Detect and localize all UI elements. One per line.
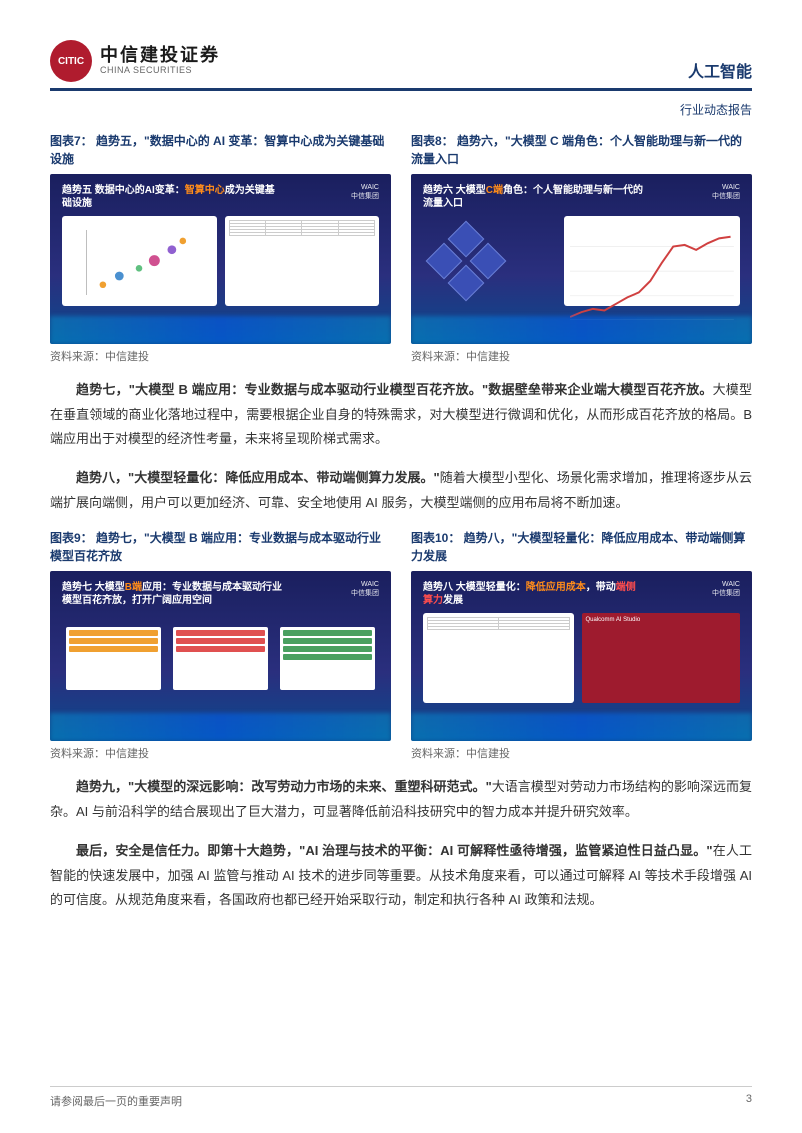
figure-9: 图表9： 趋势七，"大模型 B 端应用：专业数据与成本驱动行业模型百花齐放 趋势… bbox=[50, 529, 391, 761]
figure-9-image: 趋势七 大模型B端应用：专业数据与成本驱动行业模型百花齐放，打开广阔应用空间 W… bbox=[50, 571, 391, 741]
citic-group-label: 中信集团 bbox=[351, 588, 379, 598]
slide-9-title: 趋势七 大模型B端应用：专业数据与成本驱动行业模型百花齐放，打开广阔应用空间 bbox=[62, 581, 284, 607]
bar-icon bbox=[283, 654, 372, 660]
paragraph-trend-10: 最后，安全是信任力。即第十大趋势，"AI 治理与技术的平衡：AI 可解释性亟待增… bbox=[50, 839, 752, 913]
slide-9-brand: WAIC 中信集团 bbox=[351, 581, 379, 598]
slide-10-title-e: 发展 bbox=[443, 595, 463, 606]
mini-table-icon bbox=[423, 613, 574, 703]
bar-icon bbox=[176, 630, 265, 636]
slide-10-title-c: ，带动 bbox=[586, 582, 616, 593]
bar-icon bbox=[176, 646, 265, 652]
bar-icon bbox=[69, 630, 158, 636]
figure-10-source: 资料来源：中信建投 bbox=[411, 745, 752, 761]
slide-8-title: 趋势六 大模型C端角色：个人智能助理与新一代的流量入口 bbox=[423, 184, 645, 210]
figure-7-source: 资料来源：中信建投 bbox=[50, 348, 391, 364]
figure-7-title: 图表7： 趋势五，"数据中心的 AI 变革：智算中心成为关键基础设施 bbox=[50, 132, 391, 168]
logo-mark-icon: CITIC bbox=[50, 40, 92, 82]
slide-10-title-a: 趋势八 大模型轻量化： bbox=[423, 582, 526, 593]
slide-10-table-panel bbox=[423, 613, 574, 703]
header-category: 人工智能 bbox=[688, 58, 752, 82]
slide-7-title-hl: 智算中心 bbox=[185, 185, 225, 196]
bar-icon bbox=[283, 646, 372, 652]
slide-8-hex-cluster bbox=[423, 216, 556, 306]
figure-row-2: 图表9： 趋势七，"大模型 B 端应用：专业数据与成本驱动行业模型百花齐放 趋势… bbox=[50, 529, 752, 761]
box-panel bbox=[66, 627, 161, 690]
citic-group-label: 中信集团 bbox=[351, 191, 379, 201]
figure-8-title: 图表8： 趋势六，"大模型 C 端角色：个人智能助理与新一代的流量入口 bbox=[411, 132, 752, 168]
box-panel bbox=[173, 627, 268, 690]
bar-icon bbox=[283, 638, 372, 644]
logo: CITIC 中信建投证券 CHINA SECURITIES bbox=[50, 40, 220, 82]
paragraph-trend-7: 趋势七，"大模型 B 端应用：专业数据与成本驱动行业模型百花齐放。"数据壁垒带来… bbox=[50, 378, 752, 452]
figure-10-image: 趋势八 大模型轻量化：降低应用成本，带动端侧算力发展 WAIC 中信集团 Qua… bbox=[411, 571, 752, 741]
box-panel bbox=[280, 627, 375, 690]
waic-label: WAIC bbox=[712, 184, 740, 191]
waic-label: WAIC bbox=[351, 581, 379, 588]
page-number: 3 bbox=[746, 1093, 752, 1109]
slide-8-line-chart bbox=[564, 216, 740, 306]
slide-8-brand: WAIC 中信集团 bbox=[712, 184, 740, 201]
logo-en: CHINA SECURITIES bbox=[100, 66, 220, 76]
slide-8-title-hl: C端 bbox=[486, 185, 503, 196]
slide-10-brand: WAIC 中信集团 bbox=[712, 581, 740, 598]
citic-group-label: 中信集团 bbox=[712, 191, 740, 201]
slide-8-title-a: 趋势六 大模型 bbox=[423, 185, 486, 196]
logo-text: 中信建投证券 CHINA SECURITIES bbox=[100, 46, 220, 76]
slide-10-title-hl1: 降低应用成本 bbox=[526, 582, 586, 593]
figure-8-source: 资料来源：中信建投 bbox=[411, 348, 752, 364]
figure-10: 图表10： 趋势八，"大模型轻量化：降低应用成本、带动端侧算力发展 趋势八 大模… bbox=[411, 529, 752, 761]
slide-9-title-a: 趋势七 大模型 bbox=[62, 582, 125, 593]
waic-label: WAIC bbox=[351, 184, 379, 191]
page-footer: 请参阅最后一页的重要声明 3 bbox=[50, 1086, 752, 1109]
slide-7-title-a: 趋势五 数据中心的AI变革： bbox=[62, 185, 185, 196]
qualcomm-label: Qualcomm AI Studio bbox=[586, 617, 737, 623]
figure-9-source: 资料来源：中信建投 bbox=[50, 745, 391, 761]
figure-row-1: 图表7： 趋势五，"数据中心的 AI 变革：智算中心成为关键基础设施 趋势五 数… bbox=[50, 132, 752, 364]
slide-7-table-panel bbox=[225, 216, 380, 306]
slide-9-box-group bbox=[62, 613, 379, 703]
slide-7-title: 趋势五 数据中心的AI变革：智算中心成为关键基础设施 bbox=[62, 184, 284, 210]
page-header: CITIC 中信建投证券 CHINA SECURITIES 人工智能 bbox=[50, 40, 752, 91]
figure-7: 图表7： 趋势五，"数据中心的 AI 变革：智算中心成为关键基础设施 趋势五 数… bbox=[50, 132, 391, 364]
figure-9-title: 图表9： 趋势七，"大模型 B 端应用：专业数据与成本驱动行业模型百花齐放 bbox=[50, 529, 391, 565]
para-7-lead: 趋势七，"大模型 B 端应用：专业数据与成本驱动行业模型百花齐放。"数据壁垒带来… bbox=[76, 382, 713, 397]
citic-group-label: 中信集团 bbox=[712, 588, 740, 598]
para-10-lead: 最后，安全是信任力。即第十大趋势，"AI 治理与技术的平衡：AI 可解释性亟待增… bbox=[76, 843, 713, 858]
bar-icon bbox=[69, 646, 158, 652]
bar-icon bbox=[176, 638, 265, 644]
scatter-chart-icon bbox=[74, 230, 208, 296]
figure-10-title: 图表10： 趋势八，"大模型轻量化：降低应用成本、带动端侧算力发展 bbox=[411, 529, 752, 565]
para-9-lead: 趋势九，"大模型的深远影响：改写劳动力市场的未来、重塑科研范式。" bbox=[76, 779, 492, 794]
slide-10-qualcomm-panel: Qualcomm AI Studio bbox=[582, 613, 741, 703]
bar-icon bbox=[283, 630, 372, 636]
logo-cn: 中信建投证券 bbox=[100, 46, 220, 66]
mini-table-icon bbox=[225, 216, 380, 306]
bar-icon bbox=[69, 638, 158, 644]
figure-7-image: 趋势五 数据中心的AI变革：智算中心成为关键基础设施 WAIC 中信集团 bbox=[50, 174, 391, 344]
paragraph-trend-9: 趋势九，"大模型的深远影响：改写劳动力市场的未来、重塑科研范式。"大语言模型对劳… bbox=[50, 775, 752, 824]
line-chart-icon bbox=[570, 222, 734, 320]
waic-label: WAIC bbox=[712, 581, 740, 588]
slide-7-brand: WAIC 中信集团 bbox=[351, 184, 379, 201]
slide-7-scatter-panel bbox=[62, 216, 217, 306]
footer-note: 请参阅最后一页的重要声明 bbox=[50, 1093, 182, 1109]
slide-10-title: 趋势八 大模型轻量化：降低应用成本，带动端侧算力发展 bbox=[423, 581, 645, 607]
header-subtitle: 行业动态报告 bbox=[50, 101, 752, 118]
para-8-lead: 趋势八，"大模型轻量化：降低应用成本、带动端侧算力发展。" bbox=[76, 470, 440, 485]
figure-8-image: 趋势六 大模型C端角色：个人智能助理与新一代的流量入口 WAIC 中信集团 bbox=[411, 174, 752, 344]
figure-8: 图表8： 趋势六，"大模型 C 端角色：个人智能助理与新一代的流量入口 趋势六 … bbox=[411, 132, 752, 364]
slide-9-title-hl: B端 bbox=[125, 582, 142, 593]
paragraph-trend-8: 趋势八，"大模型轻量化：降低应用成本、带动端侧算力发展。"随着大模型小型化、场景… bbox=[50, 466, 752, 515]
